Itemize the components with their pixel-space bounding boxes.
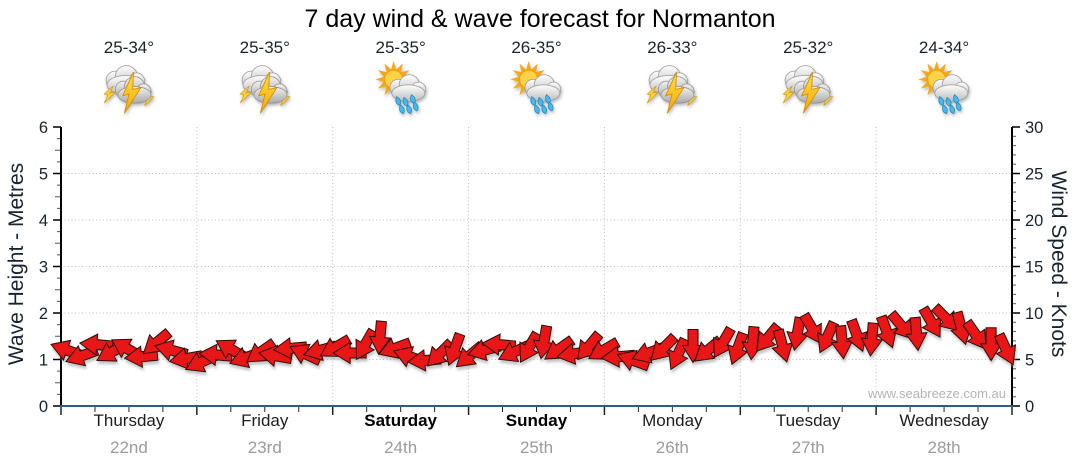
day-date: 25th — [519, 438, 554, 457]
left-axis-tick-label: 5 — [39, 166, 48, 184]
wind-arrow — [368, 320, 392, 356]
day-temp-range: 25-34° — [103, 38, 155, 57]
day-temp-range: 24-34° — [918, 38, 970, 57]
right-axis-tick-label: 5 — [1025, 352, 1034, 370]
day-date: 27th — [791, 438, 825, 457]
day-label: Saturday 24th — [333, 411, 469, 471]
right-axis-tick-label: 30 — [1025, 119, 1043, 137]
left-axis-tick-label: 0 — [39, 398, 48, 416]
day-label: Friday 23rd — [197, 411, 333, 471]
right-axis-tick-label: 25 — [1025, 166, 1043, 184]
day-column: 25-35° — [333, 38, 469, 124]
left-axis-tick-label: 1 — [39, 352, 48, 370]
wind-arrow — [979, 327, 1003, 362]
wind-arrow — [771, 328, 794, 363]
day-temp-range: 25-35° — [239, 38, 290, 57]
wind-arrow — [799, 311, 822, 345]
day-column: 26-35° — [469, 38, 605, 124]
day-date: 24th — [384, 438, 418, 457]
wind-arrow — [426, 338, 456, 367]
wind-arrow — [600, 345, 636, 369]
wind-arrow — [443, 331, 466, 367]
day-name: Sunday — [505, 411, 568, 430]
day-temp-range: 26-35° — [511, 38, 562, 57]
day-name: Saturday — [364, 411, 437, 430]
wind-arrow — [860, 322, 884, 357]
day-label: Thursday 22nd — [61, 411, 197, 471]
day-name: Tuesday — [775, 411, 841, 430]
right-axis-tick-label: 15 — [1025, 259, 1043, 277]
day-date: 28th — [927, 438, 961, 457]
wind-arrow — [272, 336, 308, 360]
wind-arrow — [875, 314, 898, 349]
day-temp-range: 25-32° — [783, 38, 834, 57]
wind-arrow — [817, 319, 840, 354]
day-column: 24-34° — [876, 38, 1012, 124]
day-label: Sunday 25th — [469, 411, 605, 471]
wind-arrow — [918, 305, 942, 338]
wind-arrow — [846, 317, 868, 353]
left-axis-tick-label: 6 — [39, 119, 48, 137]
day-name: Friday — [241, 411, 289, 430]
day-date: 22nd — [110, 438, 148, 457]
left-axis-tick-label: 2 — [39, 305, 48, 323]
day-column: 25-34° — [61, 38, 197, 124]
left-axis-tick-label: 3 — [39, 259, 48, 277]
day-name: Wednesday — [899, 411, 989, 430]
page-title: 7 day wind & wave forecast for Normanton — [304, 5, 776, 33]
wind-arrow — [755, 321, 783, 352]
wind-arrow — [681, 329, 705, 364]
wind-arrow — [519, 330, 543, 363]
wind-arrow — [930, 303, 960, 332]
day-temp-range: 26-33° — [647, 38, 698, 57]
right-axis-title: Wind Speed - Knots — [1047, 170, 1070, 358]
day-date: 26th — [655, 438, 689, 457]
wind-arrow — [168, 347, 204, 370]
day-label: Tuesday 27th — [740, 411, 876, 471]
day-column: 25-32° — [740, 38, 876, 124]
day-label: Monday 26th — [604, 411, 740, 471]
day-column: 25-35° — [197, 38, 333, 124]
watermark: www.seabreeze.com.au — [867, 386, 1006, 401]
wind-arrow — [650, 332, 679, 362]
wind-arrow — [962, 318, 987, 351]
right-axis-tick-label: 10 — [1025, 305, 1043, 323]
day-label: Wednesday 28th — [876, 411, 1012, 471]
right-axis-tick-label: 20 — [1025, 212, 1043, 230]
wind-arrows-layer — [50, 303, 1017, 373]
wind-arrow — [886, 309, 914, 340]
left-axis-title: Wave Height - Metres — [5, 162, 28, 366]
day-name: Thursday — [93, 411, 165, 430]
left-axis-tick-label: 4 — [39, 212, 48, 230]
right-axis-tick-label: 0 — [1025, 398, 1034, 416]
day-name: Monday — [642, 411, 703, 430]
day-temp-range: 25-35° — [375, 38, 426, 57]
wind-arrow — [727, 330, 749, 366]
day-column: 26-33° — [604, 38, 740, 124]
wind-arrow — [905, 316, 928, 352]
wind-arrow — [532, 324, 556, 360]
day-date: 23rd — [247, 438, 282, 457]
wind-arrow — [994, 331, 1017, 366]
wind-arrow — [830, 324, 854, 360]
